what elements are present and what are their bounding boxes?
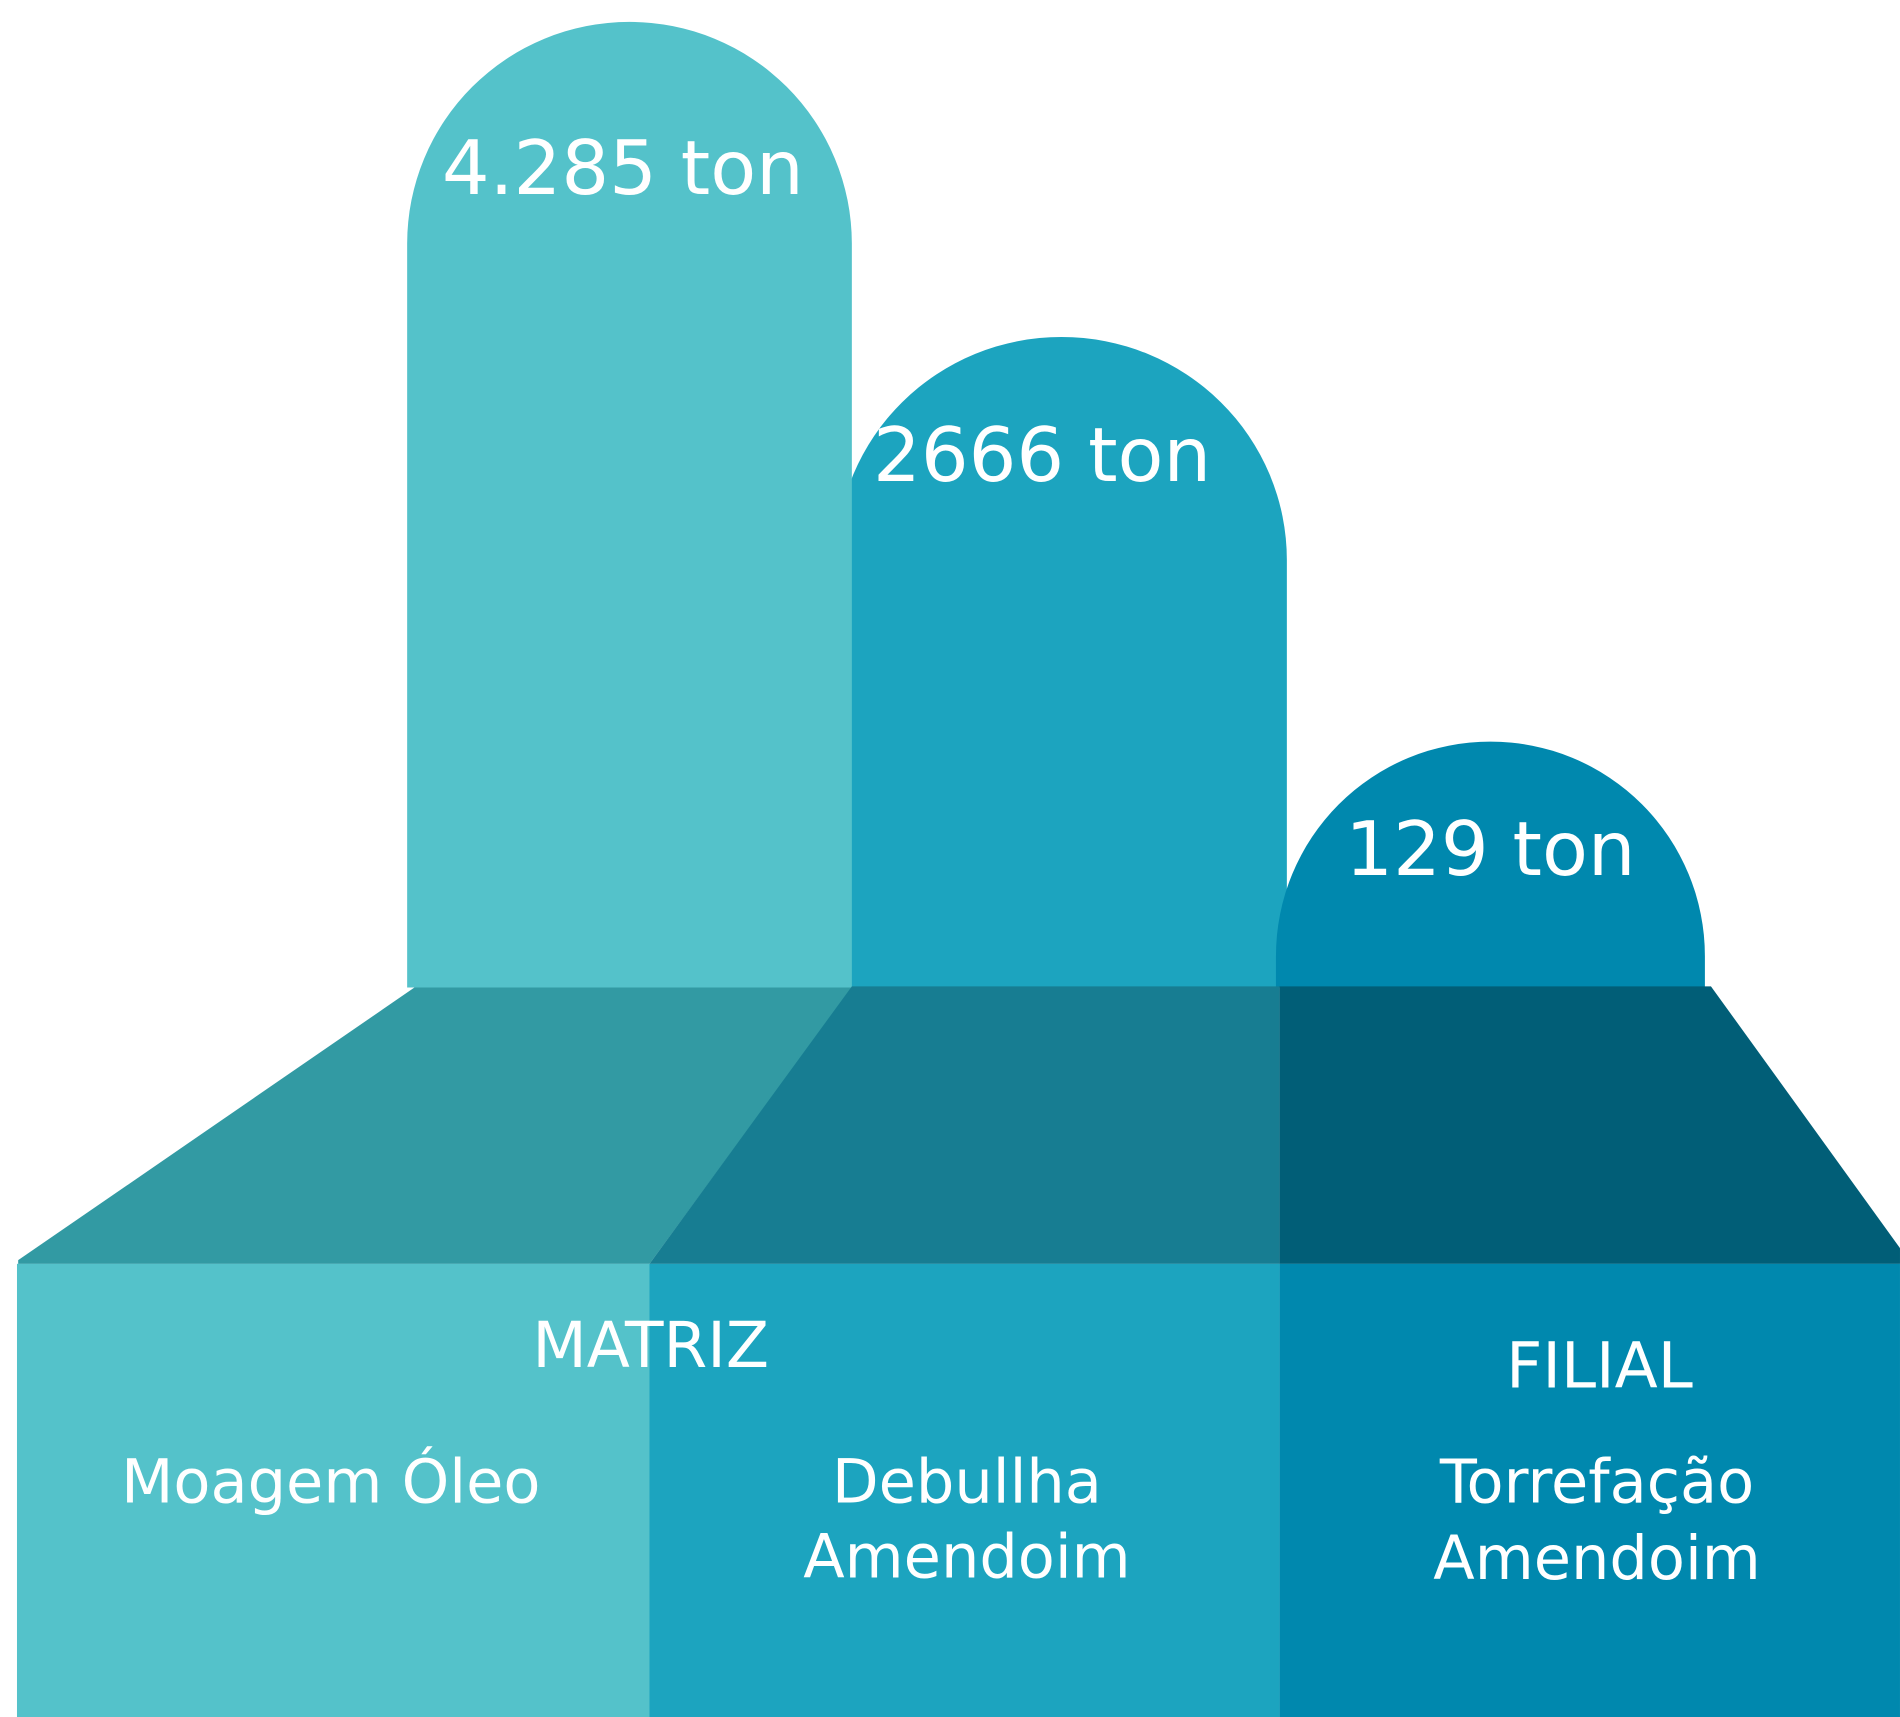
bar-name: Torrefação bbox=[1439, 1448, 1754, 1518]
bar-name: Amendoim bbox=[1433, 1524, 1760, 1594]
base-2 bbox=[649, 1263, 1280, 1717]
value-label: 4.285 ton bbox=[442, 124, 804, 212]
roof-3 bbox=[1279, 986, 1900, 1264]
bar-name: Moagem Óleo bbox=[121, 1447, 540, 1518]
group-label: MATRIZ bbox=[532, 1309, 769, 1382]
bar-3 bbox=[1275, 741, 1705, 988]
roof-1 bbox=[18, 987, 852, 1264]
value-label: 129 ton bbox=[1345, 805, 1635, 893]
value-label: 2666 ton bbox=[873, 411, 1211, 499]
bar-name: Debullha bbox=[832, 1448, 1102, 1518]
bar-2 bbox=[836, 336, 1287, 988]
bar-1 bbox=[407, 21, 852, 988]
base-1 bbox=[16, 1263, 650, 1717]
bar-name: Amendoim bbox=[803, 1523, 1130, 1593]
base-3 bbox=[1279, 1263, 1900, 1717]
roof-2 bbox=[649, 986, 1280, 1264]
group-label: FILIAL bbox=[1506, 1329, 1693, 1402]
